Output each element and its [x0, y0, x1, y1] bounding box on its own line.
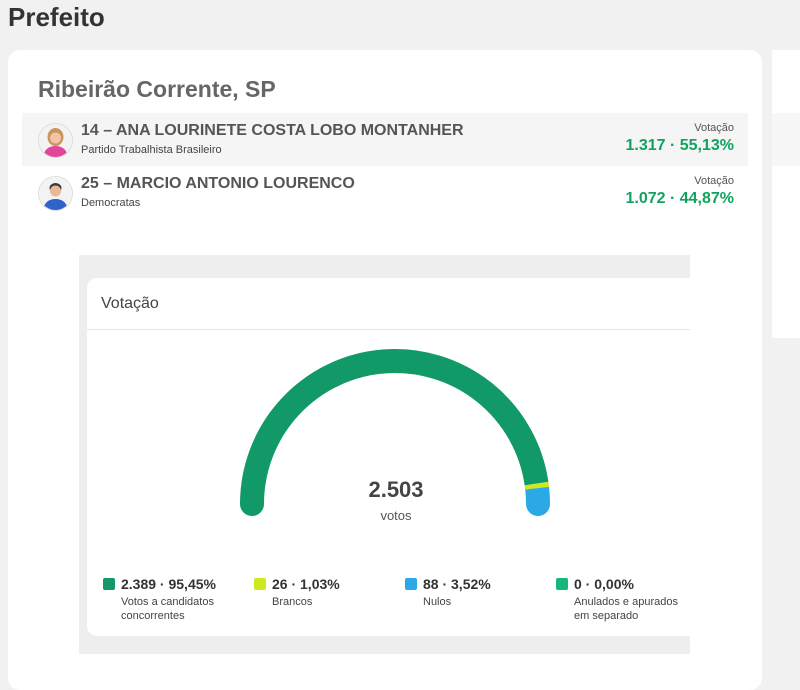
- legend-value: 26 · 1,03%: [272, 576, 340, 592]
- candidate-name: 25 – MARCIO ANTONIO LOURENCO: [81, 175, 355, 192]
- legend-label: Votos a candidatos concorrentes: [121, 596, 214, 622]
- legend-value: 0 · 0,00%: [574, 576, 634, 592]
- legend-label: Nulos: [423, 596, 452, 608]
- male-candidate-photo-icon: [38, 176, 73, 211]
- vote-label: Votação: [694, 175, 734, 187]
- legend-value: 88 · 3,52%: [423, 576, 491, 592]
- legend-swatch: [254, 578, 266, 590]
- adjacent-card-row: [772, 113, 800, 166]
- legend-label: Anulados e apurados em separado: [574, 596, 678, 622]
- vote-value: 1.072 · 44,87%: [625, 190, 734, 207]
- candidate-party: Partido Trabalhista Brasileiro: [81, 144, 222, 156]
- legend-swatch: [556, 578, 568, 590]
- total-votes-label: votos: [380, 508, 412, 523]
- chart-title: Votação: [101, 295, 159, 312]
- candidate-row-14[interactable]: 14 – ANA LOURINETE COSTA LOBO MONTANHER …: [22, 113, 748, 166]
- total-votes-value: 2.503: [368, 477, 424, 502]
- gauge-segment-1: [524, 481, 550, 490]
- gauge-start-cap: [240, 492, 264, 516]
- city-title: Ribeirão Corrente, SP: [38, 76, 276, 102]
- candidate-party: Democratas: [81, 197, 141, 209]
- adjacent-card-edge: [772, 50, 800, 338]
- gauge-end-cap: [526, 504, 550, 516]
- legend-swatch: [103, 578, 115, 590]
- votes-gauge-chart: [240, 349, 550, 516]
- female-candidate-photo-icon: [38, 123, 73, 158]
- candidate-row-25[interactable]: 25 – MARCIO ANTONIO LOURENCO Democratas …: [22, 166, 748, 219]
- legend-swatch: [405, 578, 417, 590]
- gauge-segment-2: [525, 486, 550, 505]
- legend-label: Brancos: [272, 596, 313, 608]
- candidate-name: 14 – ANA LOURINETE COSTA LOBO MONTANHER: [81, 122, 464, 139]
- legend-value: 2.389 · 95,45%: [121, 576, 216, 592]
- vote-label: Votação: [694, 122, 734, 134]
- page-title: Prefeito: [8, 2, 105, 32]
- divider: [87, 329, 690, 330]
- gauge-segment-0: [240, 349, 549, 505]
- votes-chart-panel: Votação 2.503 votos 2.389 · 95,45% Votos…: [87, 278, 690, 636]
- vote-value: 1.317 · 55,13%: [625, 137, 734, 154]
